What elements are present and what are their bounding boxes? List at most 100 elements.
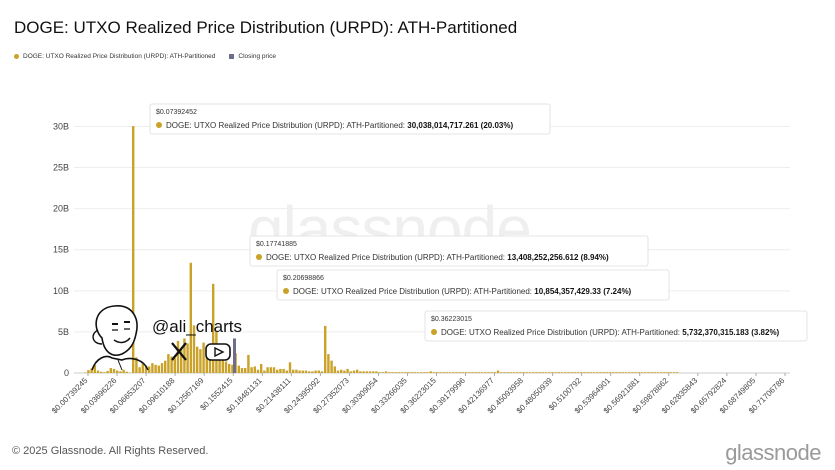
urpd-bar[interactable] xyxy=(295,369,298,373)
urpd-bar[interactable] xyxy=(343,370,346,373)
urpd-bar[interactable] xyxy=(87,370,90,373)
urpd-bar[interactable] xyxy=(503,372,506,373)
urpd-bar[interactable] xyxy=(532,372,535,373)
urpd-bar[interactable] xyxy=(439,372,442,373)
urpd-bar[interactable] xyxy=(509,372,512,373)
urpd-bar[interactable] xyxy=(455,372,458,373)
urpd-bar[interactable] xyxy=(522,372,525,373)
urpd-bar[interactable] xyxy=(618,372,621,373)
urpd-bar[interactable] xyxy=(404,372,407,373)
urpd-bar[interactable] xyxy=(324,325,327,373)
urpd-bar[interactable] xyxy=(586,372,589,373)
urpd-bar[interactable] xyxy=(202,342,205,373)
urpd-bar[interactable] xyxy=(612,372,615,373)
urpd-bar[interactable] xyxy=(381,372,384,373)
urpd-bar[interactable] xyxy=(644,372,647,373)
urpd-bar[interactable] xyxy=(512,372,516,373)
urpd-bar[interactable] xyxy=(656,372,660,373)
urpd-bar[interactable] xyxy=(423,372,426,373)
urpd-bar[interactable] xyxy=(196,346,199,373)
urpd-bar[interactable] xyxy=(448,372,452,373)
urpd-bar[interactable] xyxy=(663,372,666,373)
urpd-bar[interactable] xyxy=(333,366,336,373)
urpd-bar[interactable] xyxy=(237,365,240,373)
legend-item-closing-price[interactable]: Closing price xyxy=(229,53,276,60)
urpd-bar[interactable] xyxy=(551,372,554,373)
urpd-bar[interactable] xyxy=(544,372,548,373)
urpd-bar[interactable] xyxy=(420,372,423,373)
urpd-bar[interactable] xyxy=(279,368,282,373)
urpd-bar[interactable] xyxy=(176,340,180,373)
urpd-bar[interactable] xyxy=(186,343,189,373)
urpd-bar[interactable] xyxy=(368,371,372,373)
urpd-bar[interactable] xyxy=(346,368,349,373)
legend-item-urpd[interactable]: DOGE: UTXO Realized Price Distribution (… xyxy=(14,53,215,60)
urpd-bar[interactable] xyxy=(416,372,420,373)
urpd-bar[interactable] xyxy=(573,372,576,373)
urpd-bar[interactable] xyxy=(327,354,330,373)
urpd-bar[interactable] xyxy=(599,372,602,373)
urpd-bar[interactable] xyxy=(672,372,676,373)
urpd-bar[interactable] xyxy=(442,372,445,373)
urpd-bar[interactable] xyxy=(148,366,151,373)
urpd-bar[interactable] xyxy=(378,372,381,373)
urpd-bar[interactable] xyxy=(122,369,125,373)
urpd-bar[interactable] xyxy=(410,372,413,373)
urpd-bar[interactable] xyxy=(519,372,522,373)
urpd-bar[interactable] xyxy=(628,372,631,373)
urpd-bar[interactable] xyxy=(266,367,269,373)
urpd-bar[interactable] xyxy=(109,368,112,373)
urpd-bar[interactable] xyxy=(548,372,551,373)
urpd-bar[interactable] xyxy=(240,368,244,373)
urpd-bar[interactable] xyxy=(157,365,160,373)
urpd-bar[interactable] xyxy=(125,371,128,373)
urpd-bar[interactable] xyxy=(506,372,509,373)
urpd-bar[interactable] xyxy=(189,262,192,373)
urpd-bar[interactable] xyxy=(93,365,96,373)
urpd-bar[interactable] xyxy=(605,372,608,373)
urpd-bar[interactable] xyxy=(452,372,455,373)
urpd-bar[interactable] xyxy=(576,372,580,373)
urpd-bar[interactable] xyxy=(426,372,429,373)
urpd-bar[interactable] xyxy=(653,372,656,373)
urpd-bar[interactable] xyxy=(84,372,87,374)
urpd-bar[interactable] xyxy=(624,372,628,373)
urpd-bar[interactable] xyxy=(304,370,308,373)
urpd-bar[interactable] xyxy=(112,368,116,373)
urpd-bar[interactable] xyxy=(282,368,285,373)
urpd-bar[interactable] xyxy=(144,365,148,373)
urpd-bar[interactable] xyxy=(212,283,215,373)
urpd-bar[interactable] xyxy=(589,372,592,373)
urpd-bar[interactable] xyxy=(308,371,311,373)
urpd-bar[interactable] xyxy=(621,372,624,373)
urpd-bar[interactable] xyxy=(330,360,333,373)
urpd-bar[interactable] xyxy=(650,372,653,373)
urpd-bar[interactable] xyxy=(615,372,618,373)
urpd-bar[interactable] xyxy=(183,338,186,373)
urpd-bar[interactable] xyxy=(141,363,144,373)
urpd-bar[interactable] xyxy=(372,371,375,373)
urpd-bar[interactable] xyxy=(320,371,324,373)
urpd-bar[interactable] xyxy=(135,357,138,373)
urpd-bar[interactable] xyxy=(103,372,106,373)
urpd-bar[interactable] xyxy=(180,349,183,373)
urpd-bar[interactable] xyxy=(477,372,480,373)
urpd-bar[interactable] xyxy=(356,369,359,373)
urpd-bar[interactable] xyxy=(564,372,567,373)
youtube-icon[interactable] xyxy=(205,343,231,361)
urpd-bar[interactable] xyxy=(154,364,157,373)
urpd-bar[interactable] xyxy=(276,369,279,373)
urpd-bar[interactable] xyxy=(500,372,503,373)
urpd-bar[interactable] xyxy=(362,371,365,373)
urpd-bar[interactable] xyxy=(167,354,170,373)
urpd-bar[interactable] xyxy=(151,363,154,373)
urpd-bar[interactable] xyxy=(429,371,432,373)
urpd-bar[interactable] xyxy=(634,372,637,373)
urpd-bar[interactable] xyxy=(525,372,528,373)
urpd-bar[interactable] xyxy=(436,372,439,373)
urpd-bar[interactable] xyxy=(314,370,317,373)
x-logo-icon[interactable] xyxy=(171,342,187,361)
urpd-bar[interactable] xyxy=(538,372,541,373)
urpd-bar[interactable] xyxy=(285,370,288,373)
urpd-bar[interactable] xyxy=(106,370,109,373)
